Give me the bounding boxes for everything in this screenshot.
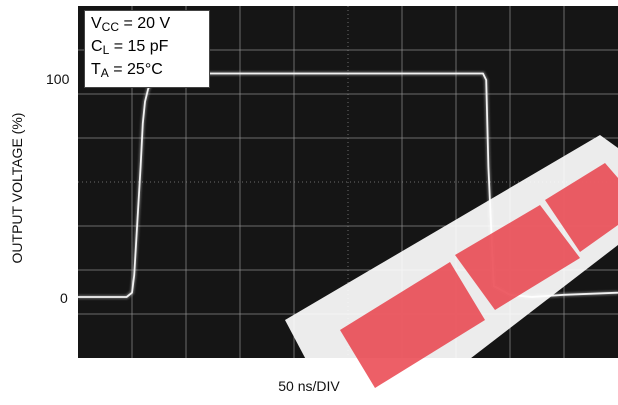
cl-annotation: CL = 15 pF — [91, 37, 203, 60]
y-axis-label: OUTPUT VOLTAGE (%) — [9, 112, 25, 264]
vcc-symbol: V — [91, 15, 102, 32]
y-tick-label-0: 0 — [60, 290, 68, 306]
cl-value: = 15 pF — [109, 38, 169, 55]
cl-symbol: C — [91, 38, 103, 55]
vcc-value: = 20 V — [119, 15, 171, 32]
ta-subscript: A — [100, 66, 109, 80]
conditions-legend-box: VCC = 20 V CL = 15 pF TA = 25°C — [84, 10, 210, 88]
vcc-subscript: CC — [101, 20, 120, 34]
ta-symbol: T — [91, 61, 101, 78]
vcc-annotation: VCC = 20 V — [91, 14, 203, 37]
ta-value: = 25°C — [108, 61, 163, 78]
cl-subscript: L — [102, 43, 110, 57]
ta-annotation: TA = 25°C — [91, 60, 203, 83]
x-axis-label: 50 ns/DIV — [278, 378, 340, 394]
y-tick-label-100: 100 — [46, 71, 70, 87]
